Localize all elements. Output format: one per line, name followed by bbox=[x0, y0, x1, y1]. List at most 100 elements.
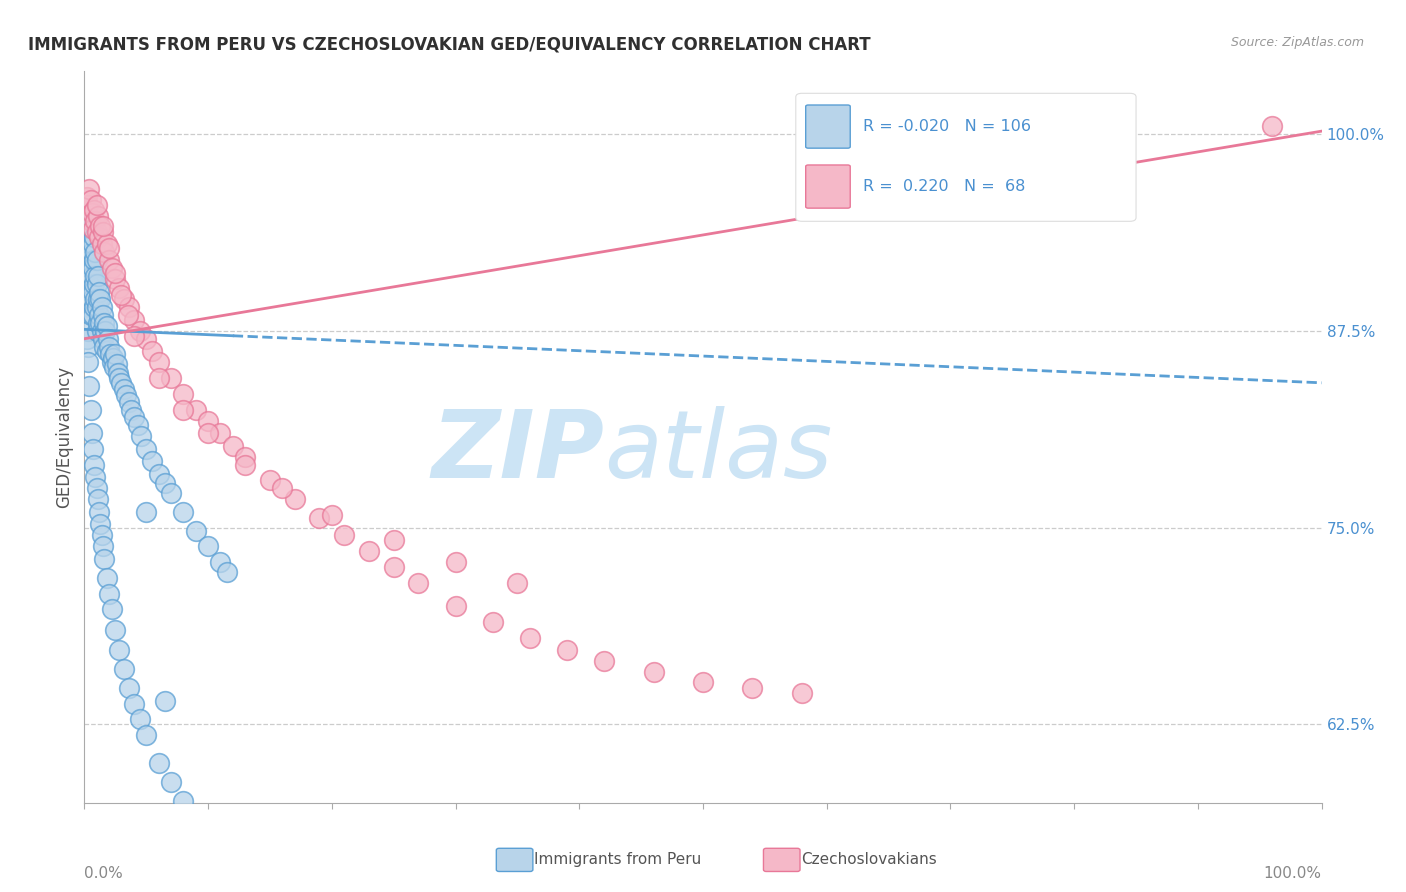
Point bbox=[103, 360, 125, 375]
Point bbox=[197, 426, 219, 441]
Text: 0.0%: 0.0% bbox=[84, 866, 124, 880]
Point bbox=[82, 260, 104, 275]
Point bbox=[93, 245, 115, 260]
Point bbox=[209, 426, 232, 441]
Point bbox=[96, 237, 118, 252]
Point bbox=[98, 340, 121, 354]
Point bbox=[444, 555, 467, 569]
Point bbox=[87, 316, 110, 330]
Point bbox=[79, 214, 101, 228]
Point bbox=[93, 552, 115, 566]
Point bbox=[112, 382, 135, 396]
Point bbox=[98, 241, 121, 255]
Text: R =  0.220   N =  68: R = 0.220 N = 68 bbox=[863, 179, 1025, 194]
Point bbox=[382, 533, 405, 548]
Point bbox=[90, 528, 112, 542]
Point bbox=[172, 387, 194, 401]
Point bbox=[82, 221, 104, 235]
Point bbox=[197, 540, 219, 554]
Point bbox=[321, 508, 343, 522]
Point bbox=[141, 454, 163, 468]
Point bbox=[90, 324, 112, 338]
Point bbox=[93, 340, 115, 354]
Point bbox=[105, 357, 128, 371]
Point bbox=[96, 344, 118, 359]
Text: IMMIGRANTS FROM PERU VS CZECHOSLOVAKIAN GED/EQUIVALENCY CORRELATION CHART: IMMIGRANTS FROM PERU VS CZECHOSLOVAKIAN … bbox=[28, 36, 870, 54]
Point bbox=[115, 388, 138, 402]
Point bbox=[82, 285, 104, 299]
Point bbox=[692, 674, 714, 689]
Point bbox=[259, 473, 281, 487]
Point bbox=[84, 470, 107, 484]
Point bbox=[80, 426, 103, 441]
Text: atlas: atlas bbox=[605, 406, 832, 497]
Point bbox=[1261, 120, 1284, 134]
Point bbox=[79, 308, 101, 322]
Text: Source: ZipAtlas.com: Source: ZipAtlas.com bbox=[1230, 36, 1364, 49]
Point bbox=[79, 260, 101, 275]
Point bbox=[790, 686, 813, 700]
Point bbox=[308, 511, 330, 525]
Point bbox=[129, 713, 152, 727]
FancyBboxPatch shape bbox=[806, 165, 851, 208]
Point bbox=[118, 301, 141, 315]
Point bbox=[129, 429, 152, 443]
Point bbox=[122, 410, 145, 425]
Point bbox=[77, 355, 100, 369]
Point bbox=[104, 266, 127, 280]
Point bbox=[110, 376, 132, 390]
Point bbox=[84, 214, 107, 228]
Point bbox=[90, 237, 112, 252]
Point bbox=[79, 402, 101, 417]
Point bbox=[80, 206, 103, 220]
Point bbox=[100, 355, 122, 369]
Text: 100.0%: 100.0% bbox=[1264, 866, 1322, 880]
Point bbox=[89, 229, 111, 244]
Point bbox=[481, 615, 503, 629]
Point bbox=[233, 450, 256, 464]
Point bbox=[148, 467, 170, 481]
Point bbox=[94, 324, 117, 338]
Point bbox=[86, 301, 108, 315]
Point bbox=[184, 524, 207, 538]
Point bbox=[153, 476, 176, 491]
Point bbox=[83, 277, 105, 291]
Point bbox=[160, 371, 183, 385]
Text: R = -0.020   N = 106: R = -0.020 N = 106 bbox=[863, 120, 1031, 134]
Point bbox=[382, 559, 405, 574]
Point bbox=[108, 643, 131, 657]
Point bbox=[148, 355, 170, 369]
Point bbox=[129, 324, 152, 338]
Point bbox=[197, 826, 219, 840]
Point bbox=[135, 332, 157, 346]
Point bbox=[104, 272, 127, 286]
Point bbox=[184, 402, 207, 417]
Point bbox=[84, 268, 107, 283]
Point bbox=[80, 221, 103, 235]
Point bbox=[89, 285, 111, 299]
Point bbox=[643, 665, 665, 680]
Point bbox=[86, 225, 108, 239]
Point bbox=[96, 319, 118, 334]
Point bbox=[741, 681, 763, 695]
Point bbox=[97, 332, 120, 346]
Point bbox=[91, 540, 114, 554]
Point bbox=[79, 194, 101, 208]
Point bbox=[79, 285, 101, 299]
Point bbox=[83, 458, 105, 472]
Point bbox=[197, 413, 219, 427]
Point bbox=[89, 308, 111, 322]
FancyBboxPatch shape bbox=[806, 105, 851, 148]
Point bbox=[506, 575, 529, 590]
Point bbox=[98, 586, 121, 600]
Point bbox=[160, 775, 183, 789]
Point bbox=[89, 517, 111, 532]
Point bbox=[444, 599, 467, 614]
Point bbox=[215, 565, 238, 579]
Point bbox=[80, 293, 103, 307]
Point bbox=[117, 308, 139, 322]
Point bbox=[110, 287, 132, 301]
Point bbox=[160, 486, 183, 500]
Point bbox=[233, 458, 256, 472]
Point bbox=[135, 728, 157, 742]
